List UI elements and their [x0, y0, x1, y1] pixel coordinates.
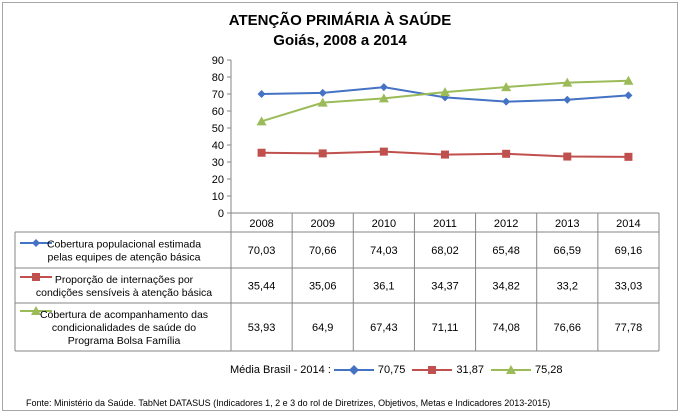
- series-2-point: [318, 149, 327, 158]
- series-3-point: [378, 93, 389, 103]
- series-3-name-line: Programa Bolsa Família: [68, 335, 181, 347]
- series-1-point: [502, 97, 511, 106]
- series-3-value-label: 77,78: [615, 322, 643, 334]
- x-category-label: 2010: [372, 218, 396, 230]
- series-1-point: [318, 88, 327, 97]
- series-3-name-line: Cobertura de acompanhamento das: [40, 309, 208, 321]
- series-1-point: [563, 95, 572, 104]
- series-3-point: [501, 82, 512, 92]
- x-category-label: 2011: [433, 218, 457, 230]
- x-category-label: 2014: [616, 218, 640, 230]
- source-note: Fonte: Ministério da Saúde. TabNet DATAS…: [26, 398, 551, 408]
- series-1-name-line: pelas equipes de atenção básica: [48, 252, 201, 264]
- series-3-brazil-average: 75,28: [534, 364, 563, 376]
- series-3-legend-marker: [31, 306, 41, 315]
- series-1-value-label: 69,16: [615, 245, 643, 257]
- series-3-point: [317, 97, 328, 107]
- series-2-value-label: 36,1: [373, 281, 394, 293]
- series-1-value-label: 70,03: [248, 245, 276, 257]
- x-category-label: 2009: [310, 218, 334, 230]
- y-tick-label: 10: [212, 191, 224, 203]
- series-3-name-line: condicionalidades de saúde do: [52, 322, 196, 334]
- series-2-point: [257, 148, 266, 157]
- series-3-avg-key: [490, 365, 531, 374]
- series-3-point: [256, 116, 267, 126]
- series-2-brazil-average: 31,87: [456, 364, 484, 376]
- series-2-point: [441, 150, 449, 159]
- series-1-value-label: 68,02: [431, 245, 459, 257]
- series-2-point: [624, 152, 633, 161]
- y-tick-label: 80: [212, 72, 224, 84]
- series-2-value-label: 33,2: [557, 281, 578, 293]
- series-2-value-label: 35,06: [309, 281, 337, 293]
- series-2-point: [563, 152, 572, 161]
- x-category-label: 2013: [555, 218, 579, 230]
- series-2-point: [502, 149, 511, 158]
- series-3-value-label: 76,66: [554, 322, 582, 334]
- series-2-avg-key: [412, 366, 453, 374]
- brazil-average-label: Média Brasil - 2014 :: [230, 364, 331, 376]
- chart-title: ATENÇÃO PRIMÁRIA À SAÚDE: [228, 12, 452, 29]
- series-3-point: [562, 77, 573, 87]
- series-2-value-label: 34,37: [431, 281, 459, 293]
- series-1-point: [379, 83, 388, 92]
- series-2-point: [379, 147, 388, 156]
- series-3-value-label: 64,9: [312, 322, 333, 334]
- series-3-point: [623, 75, 634, 85]
- y-tick-label: 30: [212, 157, 224, 169]
- series-1-name-line: Cobertura populacional estimada: [47, 239, 201, 251]
- y-tick-label: 40: [212, 140, 224, 152]
- y-tick-label: 50: [212, 123, 224, 135]
- series-2-value-label: 34,82: [492, 281, 520, 293]
- y-tick-label: 90: [212, 55, 224, 67]
- series-2-name-line: Proporção de internações por: [55, 274, 194, 286]
- series-2-value-label: 35,44: [248, 281, 276, 293]
- series-1-value-label: 74,03: [370, 245, 398, 257]
- y-tick-label: 70: [212, 89, 224, 101]
- series-2-legend-marker: [32, 273, 40, 281]
- x-category-label: 2012: [494, 218, 518, 230]
- series-3-value-label: 71,11: [432, 322, 459, 334]
- series-1-point: [257, 89, 266, 98]
- x-category-label: 2008: [249, 218, 273, 230]
- series-3-value-label: 53,93: [248, 322, 276, 334]
- series-3-value-label: 74,08: [492, 322, 520, 334]
- y-tick-label: 0: [218, 208, 224, 220]
- series-3-value-label: 67,43: [370, 322, 398, 334]
- series-1-value-label: 66,59: [554, 245, 582, 257]
- y-tick-label: 60: [212, 106, 224, 118]
- y-tick-label: 20: [212, 174, 224, 186]
- series-1-brazil-average: 70,75: [377, 364, 406, 376]
- series-1-avg-key: [333, 365, 374, 375]
- series-2-value-label: 33,03: [615, 281, 643, 293]
- series-1-value-label: 65,48: [492, 245, 520, 257]
- series-1-value-label: 70,66: [309, 245, 337, 257]
- series-3-point: [440, 87, 450, 97]
- series-1-legend-marker: [32, 239, 40, 247]
- chart-subtitle: Goiás, 2008 a 2014: [273, 32, 407, 49]
- series-1-point: [624, 91, 633, 100]
- brazil-average-legend: Média Brasil - 2014 : 70,75 31,87 75,28: [230, 362, 568, 378]
- series-2-name-line: condições sensíveis à atenção básica: [36, 287, 212, 299]
